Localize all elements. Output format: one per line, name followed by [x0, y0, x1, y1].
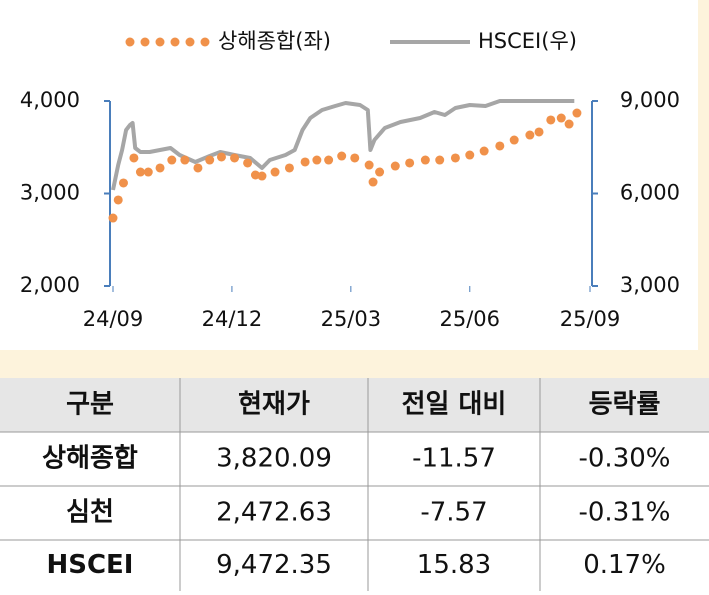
- band: [0, 350, 700, 378]
- data-dot: [405, 158, 415, 168]
- data-dot: [556, 113, 566, 123]
- data-dot: [546, 115, 556, 125]
- data-dot: [564, 119, 574, 129]
- band: [698, 0, 709, 378]
- row-label: 상해종합: [42, 444, 138, 474]
- table-cell: 2,472.63: [216, 498, 332, 528]
- row-label: 심천: [66, 498, 114, 528]
- data-dot: [450, 153, 460, 163]
- legend-swatch: [125, 37, 135, 47]
- data-dot: [216, 152, 226, 162]
- table-cell: -0.30%: [579, 444, 671, 474]
- data-dot: [257, 171, 267, 181]
- data-dot: [479, 146, 489, 156]
- legend-swatch: [185, 37, 195, 47]
- data-dot: [390, 161, 400, 171]
- legend-label: 상해종합(좌): [218, 29, 331, 53]
- data-dot: [118, 178, 128, 188]
- data-dot: [143, 167, 153, 177]
- data-dot: [324, 155, 334, 165]
- data-dot: [243, 158, 253, 168]
- data-dot: [350, 153, 360, 163]
- data-dot: [509, 135, 519, 145]
- table-header-bg: [0, 378, 709, 432]
- table-header: 등락률: [589, 390, 661, 420]
- data-dot: [129, 153, 139, 163]
- row-label: HSCEI: [46, 550, 133, 580]
- table-cell: 9,472.35: [216, 550, 332, 580]
- x-tick-label: 24/12: [202, 307, 263, 331]
- table-cell: -7.57: [420, 498, 487, 528]
- legend-swatch: [155, 37, 165, 47]
- data-dot: [312, 155, 322, 165]
- data-dot: [180, 155, 190, 165]
- table-cell: 0.17%: [583, 550, 666, 580]
- y-tick-label: 4,000: [20, 88, 80, 112]
- data-dot: [135, 167, 145, 177]
- data-line: [111, 99, 575, 191]
- data-dot: [465, 150, 475, 160]
- legend-swatch: [140, 37, 150, 47]
- table-cell: 3,820.09: [216, 444, 332, 474]
- x-tick-label: 24/09: [83, 307, 144, 331]
- data-dot: [572, 108, 582, 118]
- table-header: 전일 대비: [402, 390, 507, 420]
- table-cell: 15.83: [417, 550, 491, 580]
- data-dot: [284, 163, 294, 173]
- y2-tick-label: 3,000: [620, 273, 680, 297]
- table-cell: -0.31%: [579, 498, 671, 528]
- legend-swatch: [200, 37, 210, 47]
- data-dot: [205, 155, 215, 165]
- y-tick-label: 3,000: [20, 181, 80, 205]
- y2-tick-label: 6,000: [620, 181, 680, 205]
- data-dot: [167, 155, 177, 165]
- legend-label: HSCEI(우): [478, 29, 577, 53]
- data-dot: [364, 160, 374, 170]
- data-dot: [270, 167, 280, 177]
- data-dot: [368, 177, 378, 187]
- y2-tick-label: 9,000: [620, 88, 680, 112]
- data-dot: [155, 163, 165, 173]
- data-dot: [193, 163, 203, 173]
- legend-swatch: [170, 37, 180, 47]
- table-cell: -11.57: [412, 444, 496, 474]
- data-dot: [420, 155, 430, 165]
- data-dot: [113, 195, 123, 205]
- data-dot: [435, 155, 445, 165]
- table-header: 구분: [66, 390, 114, 420]
- data-dot: [337, 151, 347, 161]
- data-dot: [495, 141, 505, 151]
- x-tick-label: 25/09: [560, 307, 621, 331]
- table-header: 현재가: [238, 390, 310, 420]
- data-dot: [534, 127, 544, 137]
- data-dot: [375, 167, 385, 177]
- x-tick-label: 25/06: [440, 307, 501, 331]
- data-dot: [108, 213, 118, 223]
- x-tick-label: 25/03: [321, 307, 382, 331]
- data-dot: [525, 130, 535, 140]
- data-dot: [230, 153, 240, 163]
- y-tick-label: 2,000: [20, 273, 80, 297]
- data-dot: [300, 157, 310, 167]
